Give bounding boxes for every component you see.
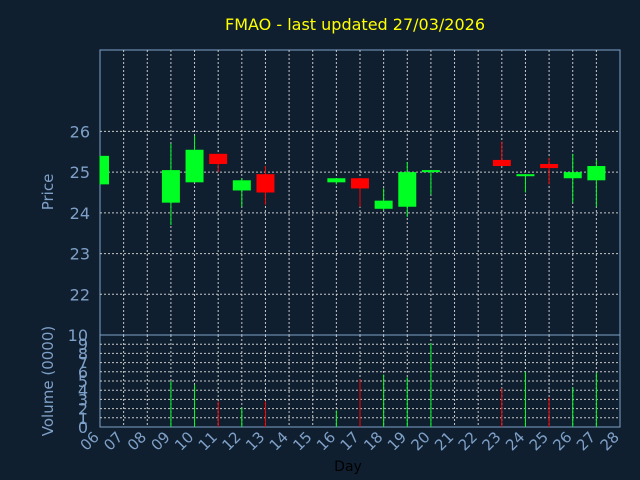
candle [209,153,228,173]
day-axis-label: Day [334,459,362,475]
candle [232,178,251,207]
candle [587,159,606,207]
price-tick-label: 26 [70,122,90,141]
candle [256,166,275,205]
chart-title: FMAO - last updated 27/03/2026 [225,15,485,34]
price-tick-label: 25 [70,163,90,182]
candle [540,157,559,185]
day-axis-ticks: 0607080910111213141516171819202122232425… [77,428,623,454]
candle-body [256,174,275,193]
candle-body [587,166,606,181]
volume-tick-label: 10 [68,326,88,345]
volume-tick-label: 9 [78,335,88,354]
volume-tick-label: 5 [78,372,88,391]
volume-tick-label: 1 [78,409,88,428]
volume-tick-label: 0 [78,418,88,437]
volume-axis-label: Volume (0000) [39,326,57,436]
candles [99,135,606,226]
volume-tick-label: 4 [78,381,88,400]
candle [161,143,180,226]
candle-body [232,180,251,191]
candle [99,155,109,185]
candle-body [563,172,582,179]
candle [327,178,346,185]
price-tick-label: 23 [70,245,90,264]
candle [398,161,417,217]
candle-body [421,170,440,173]
candle [351,178,369,207]
price-axis-label: Price [39,174,57,211]
candle-body [100,155,109,185]
candle-body [398,172,417,207]
volume-tick-label: 6 [78,363,88,382]
candle [374,188,393,211]
candle [563,153,582,203]
volume-tick-label: 2 [78,400,88,419]
candle-body [351,178,369,189]
candle-body [185,149,204,183]
candle-body [327,178,346,183]
volume-tick-label: 8 [78,344,88,363]
candle [492,141,511,167]
candle-body [374,200,393,209]
candle-body [209,153,228,164]
candle [516,174,535,193]
candle [185,135,204,183]
volume-tick-label: 3 [78,390,88,409]
candle-body [492,159,511,167]
candle-body [540,164,559,169]
candle [421,170,440,195]
price-tick-label: 24 [70,204,90,223]
price-y-ticks: 22 23 24 25 26 [70,122,90,304]
price-gridlines [100,50,620,335]
candle-body [161,170,180,203]
candle-body [516,174,535,177]
volume-tick-label: 7 [78,354,88,373]
price-panel: 22 23 24 25 26 Price [39,49,621,336]
volume-bars [170,343,597,427]
price-tick-label: 22 [70,285,90,304]
